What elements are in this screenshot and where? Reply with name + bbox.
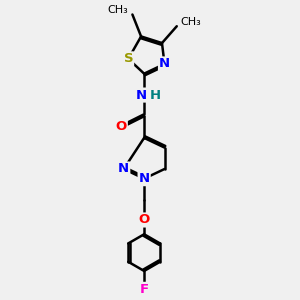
Text: F: F bbox=[140, 283, 149, 296]
Text: S: S bbox=[124, 52, 133, 65]
Text: H: H bbox=[150, 88, 161, 102]
Text: O: O bbox=[116, 120, 127, 133]
Text: CH₃: CH₃ bbox=[108, 5, 129, 15]
Text: O: O bbox=[139, 214, 150, 226]
Text: N: N bbox=[159, 58, 170, 70]
Text: N: N bbox=[136, 88, 147, 102]
Text: CH₃: CH₃ bbox=[181, 16, 201, 27]
Text: N: N bbox=[118, 163, 129, 176]
Text: N: N bbox=[139, 172, 150, 185]
